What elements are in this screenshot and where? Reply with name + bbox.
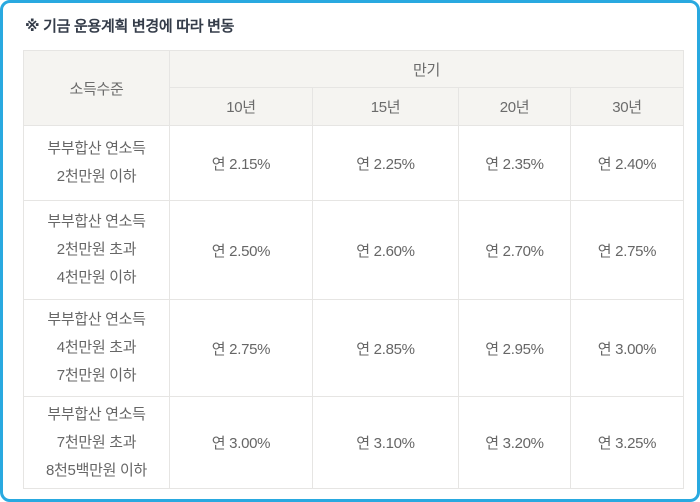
table-row: 부부합산 연소득 4천만원 초과 7천만원 이하 연 2.75% 연 2.85%… — [23, 299, 685, 397]
income-line: 2천만원 초과 — [56, 241, 137, 258]
income-line: 2천만원 이하 — [56, 168, 137, 185]
rate-cell: 연 2.15% — [169, 125, 313, 201]
rate-cell: 연 3.00% — [169, 396, 313, 489]
rate-cell: 연 3.20% — [458, 396, 571, 489]
income-line: 부부합산 연소득 — [47, 213, 146, 230]
col-header-maturity: 만기 — [168, 50, 685, 88]
rate-cell: 연 2.75% — [169, 299, 313, 397]
rate-cell: 연 2.70% — [458, 200, 571, 300]
income-line: 7천만원 초과 — [56, 433, 137, 451]
income-cell: 부부합산 연소득 2천만원 이하 — [23, 125, 170, 201]
rate-cell: 연 2.40% — [569, 125, 685, 201]
rate-cell: 연 3.25% — [569, 396, 685, 489]
col-header-income-level: 소득수준 — [23, 50, 170, 126]
income-line: 7천만원 이하 — [56, 367, 137, 384]
rate-cell: 연 2.85% — [312, 299, 459, 397]
income-line: 부부합산 연소득 — [47, 311, 146, 328]
income-line: 4천만원 초과 — [56, 339, 137, 356]
rate-cell: 연 2.95% — [458, 299, 571, 397]
header-row-terms: 10년 15년 20년 30년 — [24, 87, 685, 126]
rate-cell: 연 2.35% — [458, 125, 571, 201]
table-row: 부부합산 연소득 7천만원 초과 8천5백만원 이하 연 3.00% 연 3.1… — [23, 396, 685, 489]
income-cell: 부부합산 연소득 4천만원 초과 7천만원 이하 — [23, 299, 170, 397]
rate-cell: 연 3.10% — [312, 396, 459, 489]
table-row: 부부합산 연소득 2천만원 이하 연 2.15% 연 2.25% 연 2.35%… — [23, 125, 685, 201]
col-header-term-15y: 15년 — [312, 87, 459, 126]
income-line: 부부합산 연소득 — [47, 140, 146, 157]
col-header-term-10y: 10년 — [169, 87, 313, 126]
interest-rate-table: 소득수준 만기 10년 15년 20년 30년 부부합산 연소득 2천만원 이하… — [23, 50, 685, 489]
income-line: 부부합산 연소득 — [47, 405, 146, 423]
col-header-term-20y: 20년 — [458, 87, 571, 126]
rate-cell: 연 3.00% — [569, 299, 685, 397]
page-title: ※ 기금 운용계획 변경에 따라 변동 — [25, 18, 235, 35]
header-row-maturity: 소득수준 만기 — [23, 50, 685, 126]
income-line: 8천5백만원 이하 — [46, 461, 147, 479]
rate-cell: 연 2.25% — [312, 125, 459, 201]
rate-cell: 연 2.75% — [569, 200, 685, 300]
table-row: 부부합산 연소득 2천만원 초과 4천만원 이하 연 2.50% 연 2.60%… — [23, 200, 685, 300]
income-cell: 부부합산 연소득 7천만원 초과 8천5백만원 이하 — [23, 396, 170, 489]
income-cell: 부부합산 연소득 2천만원 초과 4천만원 이하 — [23, 200, 170, 300]
col-header-term-30y: 30년 — [569, 87, 685, 126]
rate-cell: 연 2.60% — [312, 200, 459, 300]
rate-cell: 연 2.50% — [169, 200, 313, 300]
income-line: 4천만원 이하 — [56, 269, 137, 286]
